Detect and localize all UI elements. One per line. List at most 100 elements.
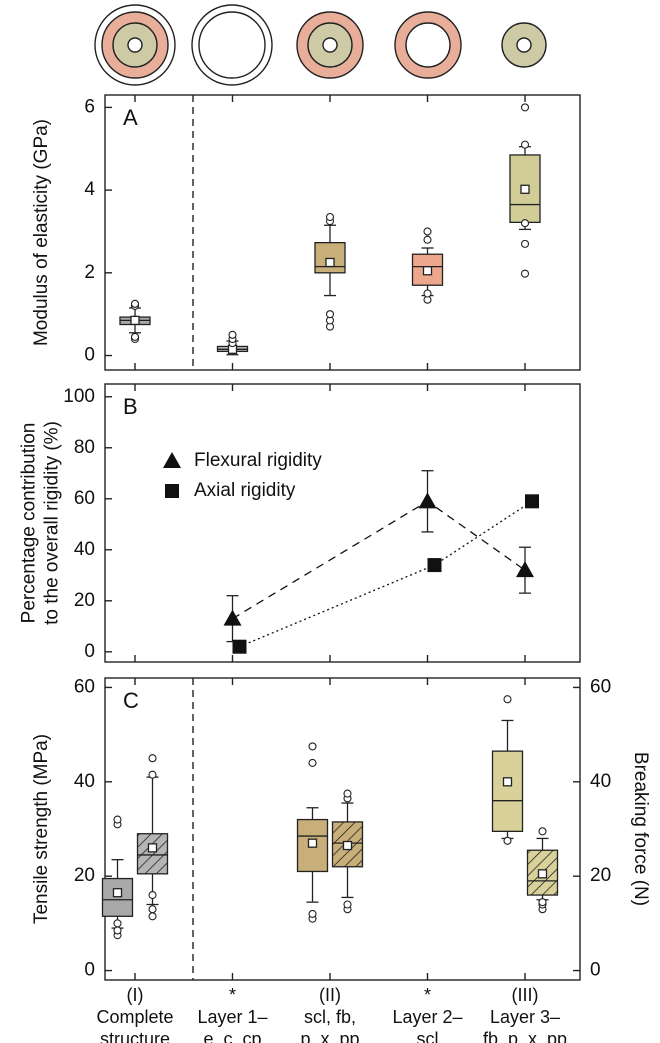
outlier — [113, 919, 122, 928]
panel-label: C — [123, 688, 139, 713]
y-tick-label: 100 — [63, 386, 95, 407]
data-point — [427, 558, 442, 573]
x-tick-label: fb, p, x, pp — [483, 1029, 567, 1043]
x-tick-label: p, x, pp — [300, 1029, 359, 1043]
y-tick-label: 60 — [74, 676, 95, 697]
outlier — [423, 289, 432, 298]
x-tick-label: structure — [100, 1029, 170, 1043]
outlier — [113, 926, 122, 935]
x-tick-label: Layer 3– — [490, 1007, 560, 1027]
mean — [307, 838, 318, 848]
y-tick-label: 6 — [84, 96, 95, 117]
y-axis-label: to the overall rigidity (%) — [42, 421, 63, 625]
panel-frame — [104, 383, 581, 663]
mean — [147, 843, 158, 853]
y-axis-label: Tensile strength (MPa) — [31, 734, 52, 924]
y-tick-label: 2 — [84, 262, 95, 283]
x-tick-label: (I) — [127, 985, 144, 1005]
legend-label: Flexural rigidity — [194, 450, 322, 471]
x-tick-label: scl, fb, — [304, 1007, 356, 1027]
outlier — [325, 310, 335, 319]
outlier — [538, 898, 547, 907]
outlier — [308, 758, 317, 767]
mean — [130, 315, 140, 326]
outlier — [130, 299, 140, 308]
y-tick-label: 80 — [74, 437, 95, 458]
panel-label: A — [123, 105, 138, 130]
x-tick-label: Layer 1– — [197, 1007, 267, 1027]
outlier — [228, 330, 237, 339]
data-point — [525, 494, 539, 509]
outlier — [520, 239, 530, 248]
x-tick-label: e, c, cp — [203, 1029, 261, 1043]
outlier — [148, 754, 157, 763]
x-tick-label: * — [229, 985, 236, 1005]
outlier — [148, 905, 157, 914]
outlier — [308, 742, 317, 751]
y2-axis-label: Breaking force (N) — [630, 752, 651, 906]
y-tick-label: 60 — [74, 488, 95, 509]
panel-frame — [104, 677, 581, 981]
x-tick-label: (III) — [512, 985, 539, 1005]
outlier — [520, 103, 530, 112]
y-tick-label: 0 — [84, 345, 95, 366]
mean — [502, 777, 513, 787]
box — [136, 833, 169, 875]
y2-tick-label: 60 — [590, 676, 611, 697]
y-tick-label: 20 — [74, 865, 95, 886]
box — [491, 750, 524, 833]
outlier — [538, 827, 547, 836]
x-tick-label: Complete — [96, 1007, 173, 1027]
data-point — [232, 639, 247, 654]
outlier — [308, 909, 317, 918]
mean — [112, 888, 123, 898]
y-axis-label: Percentage contribution — [19, 423, 40, 624]
y-axis-label: Modulus of elasticity (GPa) — [31, 119, 52, 346]
legend-label: Axial rigidity — [194, 480, 296, 501]
outlier — [423, 235, 432, 244]
outlier — [520, 269, 530, 278]
legend-marker — [163, 452, 181, 468]
y-tick-label: 40 — [74, 771, 95, 792]
outlier — [520, 140, 530, 149]
data-point — [516, 561, 534, 578]
mean — [325, 257, 335, 268]
box — [314, 241, 346, 274]
outlier — [113, 815, 122, 824]
mean — [422, 266, 433, 276]
outlier — [343, 900, 352, 909]
outlier — [343, 789, 352, 798]
y2-tick-label: 40 — [590, 771, 611, 792]
x-tick-label: scl — [417, 1029, 439, 1043]
data-point — [418, 492, 437, 509]
y2-tick-label: 0 — [590, 960, 601, 981]
y-tick-label: 4 — [84, 179, 95, 200]
mean — [342, 840, 353, 851]
panel-label: B — [123, 394, 138, 419]
outlier — [520, 219, 530, 228]
y-tick-label: 20 — [74, 590, 95, 611]
outlier — [503, 836, 512, 845]
outlier — [503, 695, 512, 704]
y-tick-label: 40 — [74, 539, 95, 560]
connector-line — [232, 500, 526, 620]
outlier — [148, 912, 157, 921]
data-point — [223, 609, 242, 626]
legend-marker — [165, 484, 179, 498]
box — [101, 877, 134, 917]
mean — [520, 184, 530, 194]
y-tick-label: 0 — [84, 960, 95, 981]
y2-tick-label: 20 — [590, 865, 611, 886]
outlier — [148, 891, 157, 900]
outlier — [423, 227, 432, 236]
cross-section-icons — [94, 4, 547, 86]
x-tick-label: (II) — [319, 985, 341, 1005]
outlier — [130, 332, 140, 341]
connector-line — [239, 500, 533, 648]
x-tick-label: * — [424, 985, 431, 1005]
mean — [537, 869, 548, 879]
panel-frame — [104, 94, 581, 371]
y-tick-label: 0 — [84, 641, 95, 662]
